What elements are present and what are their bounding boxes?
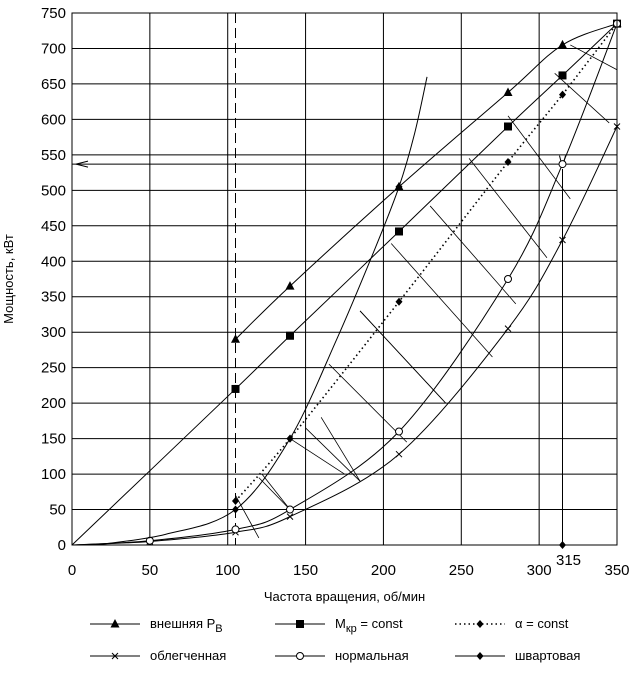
- x-tick-label-4: 200: [371, 562, 396, 579]
- y-tick-label-1: 50: [49, 502, 66, 519]
- y-tick-label-12: 600: [41, 111, 66, 128]
- y-tick-label-6: 300: [41, 324, 66, 341]
- hatch-line-12: [289, 438, 345, 475]
- hatch-line-8: [507, 115, 571, 200]
- series-2-line: [234, 23, 618, 502]
- legend-label-2: α = const: [515, 616, 569, 631]
- hatch-line-14: [359, 310, 447, 404]
- plot-frame: [71, 12, 618, 546]
- series-4-point-6: [558, 160, 567, 169]
- series-1-point-2: [286, 331, 294, 340]
- legend-label-4: нормальная: [335, 648, 409, 663]
- legend-item-2: α = const: [455, 616, 569, 631]
- y-tick-label-15: 750: [41, 5, 66, 22]
- y-tick-label-3: 150: [41, 431, 66, 448]
- hatch-line-11: [258, 477, 291, 510]
- y-tick-label-5: 250: [41, 360, 66, 377]
- hatch-line-7: [468, 158, 548, 258]
- series-4-point-3: [286, 505, 294, 514]
- auxiliary-lines: [72, 13, 618, 545]
- series-0-point-3: [503, 87, 513, 96]
- legend-label-3: облегченная: [150, 648, 226, 663]
- hatch-line-3: [328, 363, 408, 443]
- series-3-point-3: [286, 513, 294, 520]
- y-tick-label-14: 700: [41, 40, 66, 57]
- series-2-point-3: [504, 157, 512, 166]
- legend-marker-1: [296, 620, 304, 628]
- series-5-point-6: [395, 182, 403, 191]
- legend-label-5: швартовая: [515, 648, 580, 663]
- legend-marker-2: [476, 620, 484, 628]
- y-tick-label-9: 450: [41, 218, 66, 235]
- x-tick-label-extra: 315: [556, 552, 581, 569]
- legend-label-0: внешняя PВ: [150, 616, 223, 635]
- x-tick-label-5: 250: [449, 562, 474, 579]
- series-3-point-6: [559, 236, 566, 244]
- series-5: [95, 76, 428, 546]
- y-tick-label-8: 400: [41, 253, 66, 270]
- series-0-point-1: [285, 281, 295, 290]
- y-axis-label: Мощность, кВт: [1, 234, 16, 324]
- y-tick-label-2: 100: [41, 466, 66, 483]
- hatch-line-9: [554, 72, 610, 124]
- legend-item-3: облегченная: [90, 648, 226, 663]
- x-tick-label-1: 50: [142, 562, 159, 579]
- series-2-point-4: [559, 90, 566, 99]
- legend-marker-3: [111, 652, 119, 660]
- y-tick-label-10: 500: [41, 182, 66, 199]
- series-group: [71, 18, 622, 549]
- legend-item-0: внешняя PВ: [90, 616, 223, 635]
- legend: внешняя PВ Mкр = const α = constоблегченна…: [90, 616, 580, 663]
- x-tick-label-7: 350: [604, 562, 629, 579]
- series-5-point-2: [232, 505, 239, 514]
- legend-item-5: швартовая: [455, 648, 580, 663]
- series-4-point-5: [504, 275, 512, 283]
- series-1-line: [71, 23, 618, 546]
- x-axis-label: Частота вращения, об/мин: [264, 589, 425, 604]
- series-3-point-5: [504, 325, 512, 333]
- legend-marker-0: [110, 619, 120, 628]
- series-1-point-3: [395, 227, 403, 236]
- series-1-point-4: [504, 122, 512, 131]
- series-5-line: [95, 76, 428, 546]
- hatch-line-6: [429, 205, 517, 305]
- series-0-point-4: [558, 39, 567, 49]
- y-tick-label-13: 650: [41, 76, 66, 93]
- x-tick-label-2: 100: [215, 562, 240, 579]
- y-tick-label-0: 0: [58, 537, 66, 554]
- x-tick-label-3: 150: [293, 562, 318, 579]
- y-tick-label-7: 350: [41, 289, 66, 306]
- legend-item-4: нормальная: [275, 648, 409, 663]
- hatch-line-0: [235, 495, 260, 539]
- tick-labels: 0 50 100 150 200 250 300 3500501001502002503003…: [41, 5, 630, 579]
- hatch-line-1: [261, 473, 291, 510]
- legend-marker-5: [476, 652, 484, 660]
- series-3-point-4: [395, 450, 403, 458]
- series-4-point-4: [395, 427, 403, 436]
- series-2-point-0: [232, 497, 239, 506]
- x-tick-label-0: 0: [68, 562, 76, 579]
- y-tick-label-11: 550: [41, 147, 66, 164]
- hatch-line-10: [570, 44, 618, 71]
- hatch-line-5: [390, 243, 493, 358]
- arrow-head-left: [75, 160, 89, 168]
- series-0-point-0: [231, 334, 240, 343]
- series-5-point-3: [286, 434, 294, 443]
- series-2-point-2: [395, 297, 403, 306]
- series-1-point-5: [558, 71, 567, 80]
- x-tick-label-6: 300: [527, 562, 552, 579]
- y-tick-label-4: 200: [41, 395, 66, 412]
- series-1-point-1: [231, 384, 240, 393]
- legend-marker-4: [296, 652, 304, 660]
- series-4-point-2: [231, 525, 240, 534]
